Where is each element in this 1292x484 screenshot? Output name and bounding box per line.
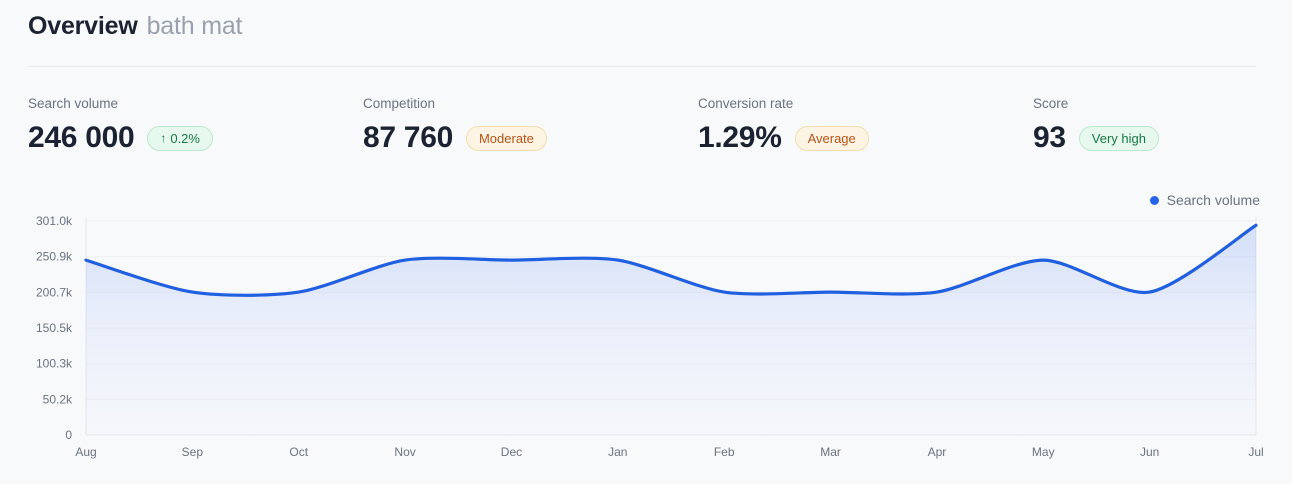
metric-value: 1.29% (698, 121, 782, 154)
svg-text:Jan: Jan (608, 445, 627, 459)
status-badge-label: Very high (1091, 130, 1146, 146)
metric-label: Score (1033, 96, 1069, 111)
metric-label: Conversion rate (698, 96, 794, 111)
status-badge: Moderate (465, 125, 547, 151)
status-badge: Average (794, 125, 869, 151)
svg-text:50.2k: 50.2k (43, 392, 73, 406)
svg-text:250.9k: 250.9k (36, 250, 73, 264)
status-badge-label: Moderate (478, 130, 534, 146)
svg-text:Mar: Mar (820, 445, 841, 459)
svg-text:150.5k: 150.5k (36, 321, 73, 335)
page-title-keyword: bath mat (146, 12, 243, 40)
status-badge: ↑ 0.2% (147, 125, 213, 151)
chart-line (84, 223, 1258, 297)
svg-text:May: May (1032, 445, 1055, 459)
svg-text:Oct: Oct (289, 445, 308, 459)
status-badge-label: 0.2% (170, 130, 200, 146)
svg-text:Jun: Jun (1140, 445, 1159, 459)
header-divider (28, 66, 1256, 67)
metric-score: Score 93 Very high (1033, 96, 1264, 155)
svg-text:301.0k: 301.0k (36, 214, 73, 228)
metrics-row: Search volume 246 000 ↑ 0.2% Competition… (28, 96, 1264, 155)
page-title: Overview bath mat (28, 12, 242, 41)
svg-text:Jul: Jul (1248, 445, 1263, 459)
svg-text:100.3k: 100.3k (36, 357, 73, 371)
metric-label: Search volume (28, 96, 119, 111)
chart-legend[interactable]: Search volume (1149, 192, 1260, 208)
svg-text:200.7k: 200.7k (36, 285, 73, 299)
svg-text:Feb: Feb (714, 445, 735, 459)
legend-dot-icon (1149, 195, 1159, 205)
chart-area-fill (86, 225, 1256, 435)
svg-text:Apr: Apr (928, 445, 947, 459)
status-badge-label: Average (807, 130, 856, 146)
page-title-main: Overview (28, 12, 138, 40)
svg-text:Aug: Aug (75, 445, 96, 459)
metric-value: 246 000 (28, 121, 135, 154)
svg-text:Dec: Dec (501, 445, 522, 459)
metric-label: Competition (363, 96, 436, 111)
arrow-up-icon: ↑ (160, 131, 167, 145)
metric-value: 93 (1033, 121, 1066, 154)
metric-competition: Competition 87 760 Moderate (363, 96, 698, 155)
chart-y-axis: 301.0k 250.9k 200.7k 150.5k 100.3k 50.2k 0 (36, 214, 73, 442)
status-badge: Very high (1078, 125, 1159, 151)
svg-text:Nov: Nov (394, 445, 415, 459)
svg-text:Sep: Sep (182, 445, 204, 459)
search-volume-chart[interactable]: 301.0k 250.9k 200.7k 150.5k 100.3k 50.2k 0 Aug… (0, 210, 1292, 476)
svg-text:0: 0 (65, 428, 72, 442)
legend-label: Search volume (1166, 192, 1260, 208)
metric-conversion-rate: Conversion rate 1.29% Average (698, 96, 1033, 155)
metric-value: 87 760 (363, 121, 453, 154)
chart-x-axis: Aug Sep Oct Nov Dec Jan Feb Mar Apr May Jun Jul (75, 445, 1263, 459)
chart-canvas: 301.0k 250.9k 200.7k 150.5k 100.3k 50.2k 0 Aug… (36, 214, 1264, 459)
metric-search-volume: Search volume 246 000 ↑ 0.2% (28, 96, 363, 155)
